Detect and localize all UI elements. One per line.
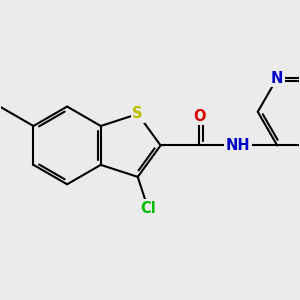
Text: N: N [271, 70, 284, 86]
Text: S: S [133, 106, 143, 122]
Text: Cl: Cl [140, 201, 156, 216]
Text: O: O [193, 109, 206, 124]
Text: NH: NH [226, 138, 250, 153]
